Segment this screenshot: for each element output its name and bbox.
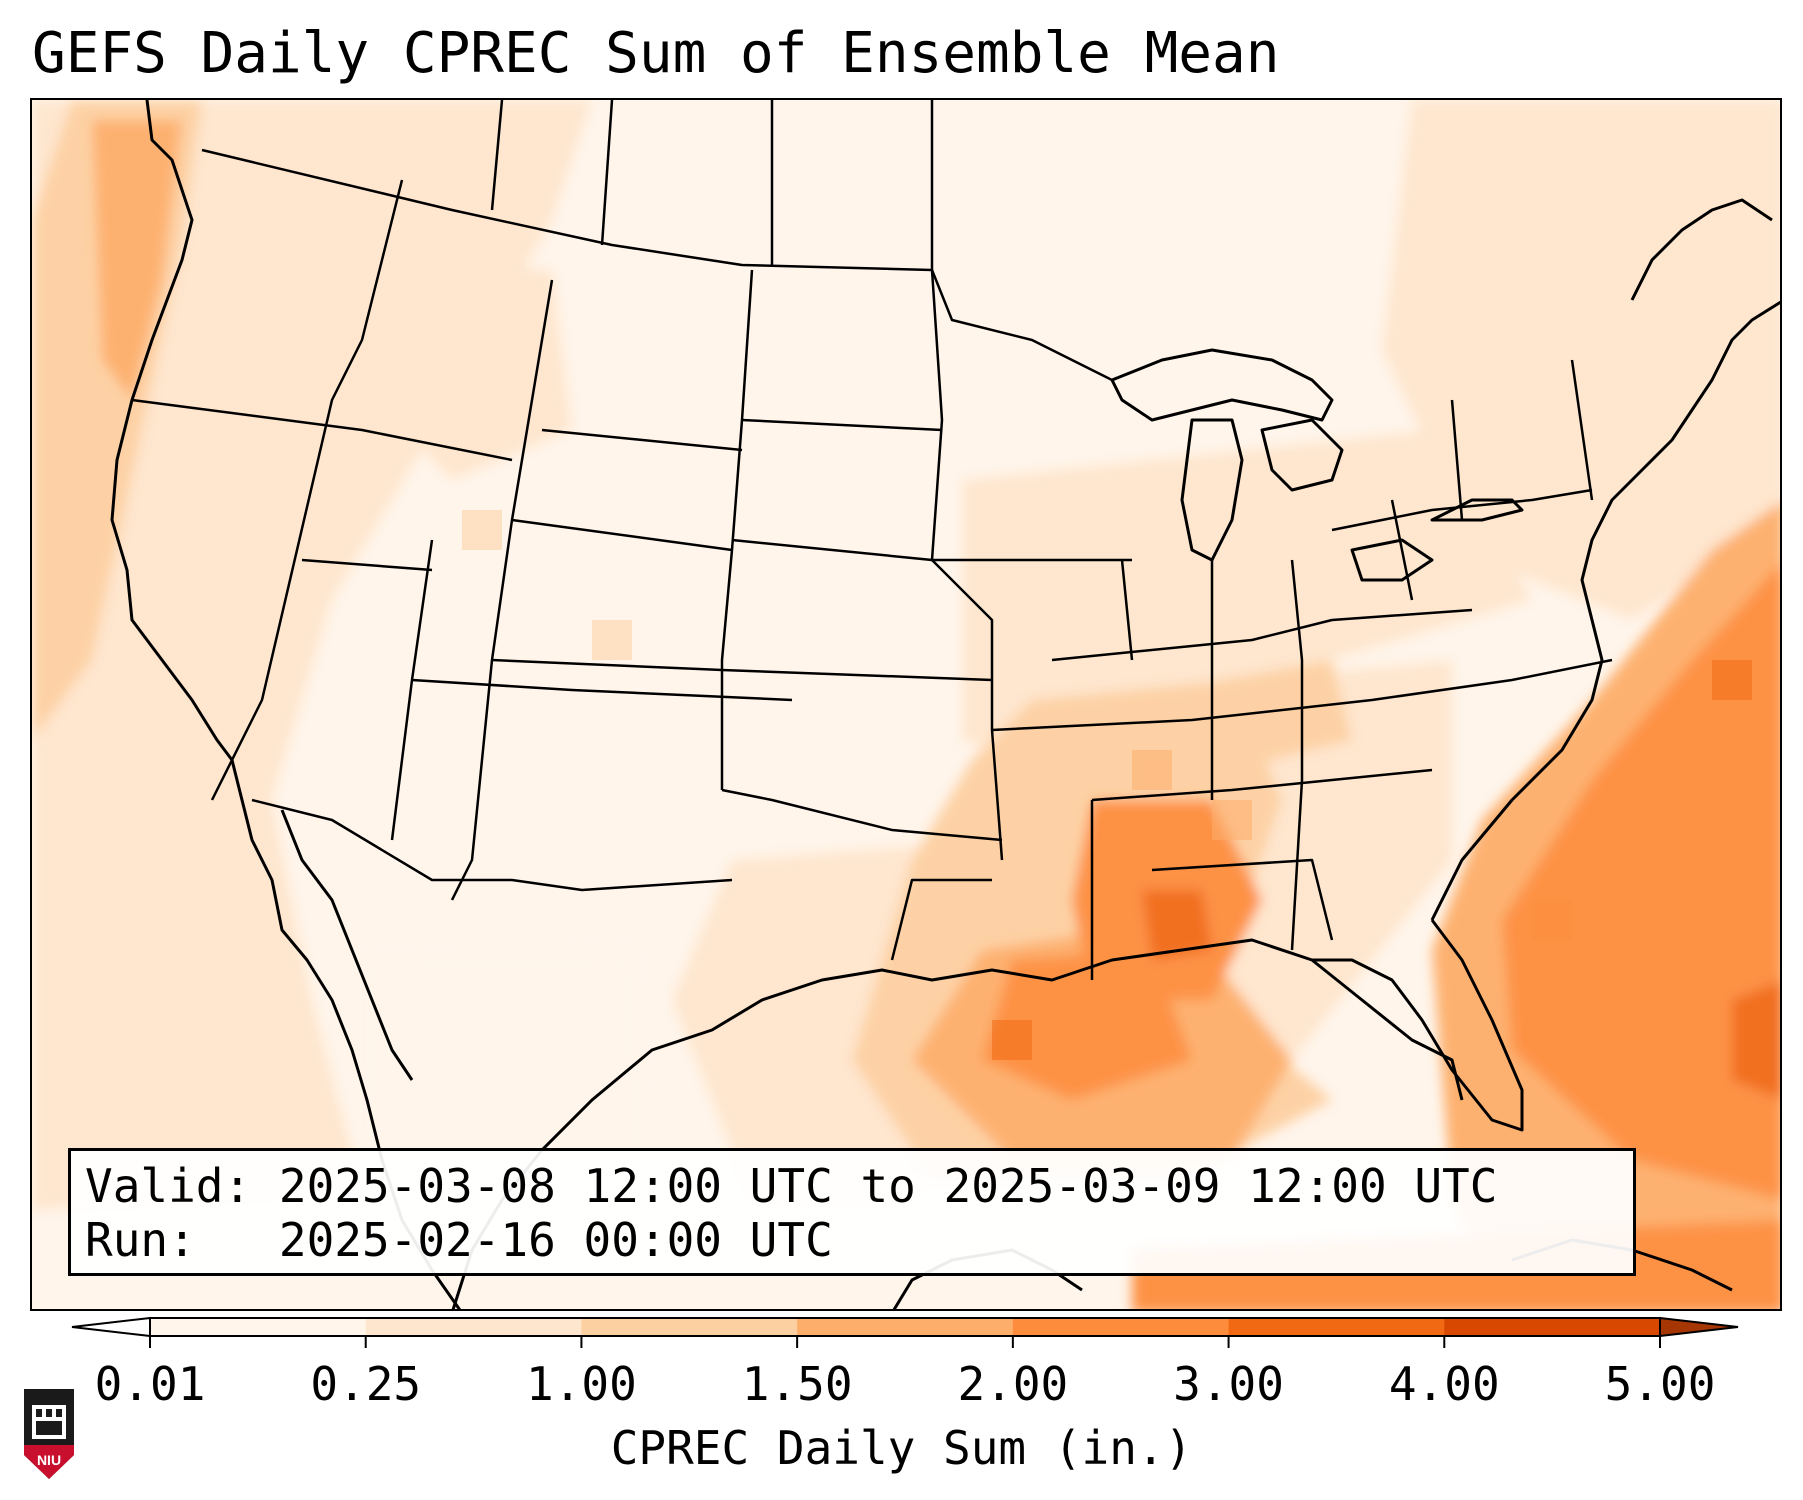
state-borders xyxy=(131,100,1613,980)
colorbar-segments xyxy=(71,1316,1739,1338)
colorbar-tick-label: 2.00 xyxy=(957,1357,1069,1411)
run-label: Run: xyxy=(85,1213,196,1267)
colorbar-segment xyxy=(1444,1318,1661,1336)
colorbar-tick-label: 0.01 xyxy=(94,1357,206,1411)
colorbar-extend-low xyxy=(71,1316,151,1338)
colorbar-label: CPREC Daily Sum (in.) xyxy=(610,1421,1193,1475)
map-canvas xyxy=(32,100,1780,1309)
colorbar-tick-label: 4.00 xyxy=(1388,1357,1500,1411)
niu-logo: NIU xyxy=(24,1389,74,1479)
colorbar-tick-label: 5.00 xyxy=(1604,1357,1716,1411)
valid-value: 2025-03-08 12:00 UTC to 2025-03-09 12:00… xyxy=(278,1159,1498,1213)
map-title: GEFS Daily CPREC Sum of Ensemble Mean xyxy=(32,21,1280,86)
colorbar-ticks xyxy=(149,1336,1661,1348)
colorbar-segment xyxy=(1012,1318,1230,1336)
valid-run-box: Valid: 2025-03-08 12:00 UTC to 2025-03-0… xyxy=(68,1148,1636,1276)
colorbar-tick-label: 1.50 xyxy=(741,1357,853,1411)
colorbar-extend-high xyxy=(1659,1316,1739,1338)
colorbar-tick-label: 0.25 xyxy=(310,1357,422,1411)
colorbar-tick-label: 3.00 xyxy=(1173,1357,1284,1411)
run-value: 2025-02-16 00:00 UTC xyxy=(278,1213,833,1267)
colorbar-segment xyxy=(365,1318,582,1336)
colorbar-segment xyxy=(1228,1318,1445,1336)
svg-text:NIU: NIU xyxy=(37,1452,61,1468)
valid-label: Valid: xyxy=(85,1159,252,1213)
colorbar-segment xyxy=(150,1318,367,1336)
colorbar-outline xyxy=(149,1317,1661,1337)
colorbar-segment xyxy=(581,1318,798,1336)
precipitation-map: Valid: 2025-03-08 12:00 UTC to 2025-03-0… xyxy=(30,98,1782,1311)
colorbar-segment xyxy=(797,1318,1014,1336)
colorbar-tick-label: 1.00 xyxy=(526,1357,637,1411)
